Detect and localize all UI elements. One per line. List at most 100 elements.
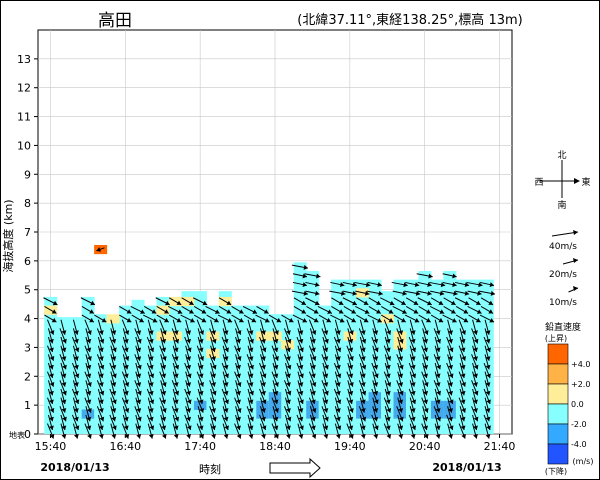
wind-arrow xyxy=(479,314,495,323)
wind-arrow xyxy=(309,380,316,396)
wind-arrow xyxy=(459,362,466,379)
wind-arrow xyxy=(471,354,479,370)
wind-arrow xyxy=(210,414,217,431)
wind-arrow xyxy=(197,380,204,396)
wind-arrow xyxy=(247,414,254,431)
wind-arrow xyxy=(472,423,478,439)
wind-arrow xyxy=(322,371,329,387)
wind-arrow xyxy=(147,380,154,396)
wind-arrow xyxy=(60,336,67,353)
wind-arrow xyxy=(172,319,179,335)
wind-arrow xyxy=(222,397,229,413)
y-tick-label: 1 xyxy=(24,399,31,412)
wind-arrow xyxy=(147,328,154,344)
wind-arrow xyxy=(284,380,292,396)
wind-arrow xyxy=(159,397,167,413)
y-tick-label: 4 xyxy=(24,313,31,326)
wind-arrow xyxy=(359,371,366,387)
wind-arrow xyxy=(417,281,432,288)
wind-arrow xyxy=(47,380,54,396)
wind-arrow xyxy=(109,388,117,405)
wind-arrow xyxy=(309,406,316,422)
station-name: 高田 xyxy=(98,11,132,31)
wind-arrow xyxy=(308,423,317,439)
wind-arrow xyxy=(97,371,104,387)
wind-arrow xyxy=(329,290,346,296)
speed-sample-label: 20m/s xyxy=(549,270,577,280)
wind-arrow xyxy=(256,305,269,314)
wind-arrow xyxy=(122,414,129,431)
wind-arrow xyxy=(121,371,130,387)
compass-east: 東 xyxy=(581,176,590,188)
wind-arrow xyxy=(334,319,341,335)
wind-arrow xyxy=(396,380,404,396)
wind-arrow xyxy=(408,388,417,405)
wind-arrow xyxy=(443,305,456,314)
wind-arrow xyxy=(147,371,154,387)
wind-arrow xyxy=(193,305,207,314)
date-left: 2018/01/13 xyxy=(40,461,109,474)
wind-arrow xyxy=(134,328,142,344)
wind-arrow xyxy=(259,336,267,353)
wind-arrow xyxy=(483,414,491,431)
wind-arrow xyxy=(333,336,342,353)
wind-arrow xyxy=(271,345,279,361)
wind-arrow xyxy=(197,336,204,353)
wind-arrow xyxy=(135,319,142,335)
wind-arrow xyxy=(347,380,354,396)
wind-arrow xyxy=(455,305,469,314)
wind-arrow xyxy=(384,414,391,431)
wind-arrow xyxy=(346,319,354,335)
wind-arrow xyxy=(59,406,67,422)
x-tick-label: 16:40 xyxy=(109,440,141,453)
color-band xyxy=(547,423,569,445)
wind-arrow xyxy=(185,319,192,335)
wind-arrow xyxy=(392,290,407,296)
wind-arrow xyxy=(371,388,379,405)
wind-arrow xyxy=(268,314,282,323)
wind-arrow xyxy=(222,345,229,361)
wind-arrow xyxy=(209,406,217,422)
vertical-speed-column xyxy=(343,279,357,434)
wind-arrow xyxy=(135,336,142,353)
wind-arrow xyxy=(59,354,67,370)
wind-arrow xyxy=(372,319,379,335)
wind-arrow xyxy=(417,290,432,296)
wind-arrow xyxy=(447,397,454,413)
wind-arrow xyxy=(417,297,432,306)
wind-arrow xyxy=(408,362,417,379)
date-right: 2018/01/13 xyxy=(432,461,501,474)
wind-arrow xyxy=(405,305,419,314)
wind-arrow xyxy=(408,414,417,431)
wind-arrow xyxy=(372,397,379,413)
wind-arrow xyxy=(110,423,117,439)
wind-arrow xyxy=(247,319,254,335)
wind-arrow xyxy=(235,354,241,370)
legend-title: 鉛直速度 xyxy=(545,321,581,333)
wind-arrow xyxy=(260,354,266,370)
wind-arrow xyxy=(371,362,379,379)
wind-arrow xyxy=(234,319,242,335)
wind-arrow xyxy=(471,380,479,396)
wind-arrow xyxy=(372,345,379,361)
wind-arrow xyxy=(372,423,379,439)
wind-arrow xyxy=(422,328,429,344)
wind-arrow xyxy=(119,305,132,314)
wind-arrow xyxy=(484,406,491,422)
wind-arrow xyxy=(397,319,404,335)
wind-arrow xyxy=(296,388,304,405)
wind-arrow xyxy=(484,423,491,439)
wind-arrow xyxy=(97,423,104,439)
wind-arrow xyxy=(297,380,304,396)
wind-arrow xyxy=(466,281,483,288)
wind-arrow xyxy=(272,328,279,344)
wind-arrow xyxy=(85,380,92,396)
wind-arrow xyxy=(297,354,304,370)
wind-arrow xyxy=(392,305,407,314)
wind-arrow xyxy=(184,414,192,431)
wind-arrow xyxy=(459,328,466,344)
wind-arrow xyxy=(404,314,420,323)
wind-arrow xyxy=(347,362,354,379)
wind-arrow xyxy=(442,314,457,323)
wind-arrow xyxy=(60,362,67,379)
